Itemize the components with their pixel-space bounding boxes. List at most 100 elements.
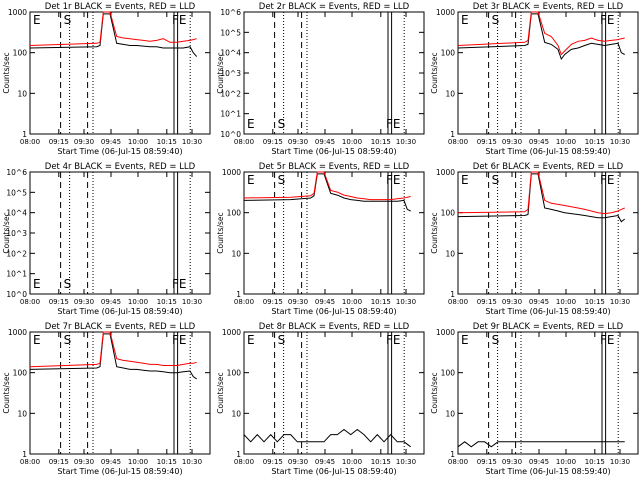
x-tick-label: 10:00 bbox=[556, 298, 576, 306]
chart-panel-1: Det 1r BLACK = Events, RED = LLD 1 10 100 10… bbox=[2, 2, 211, 156]
x-tick-label: 10:15 bbox=[371, 138, 391, 146]
event-marker-label: E bbox=[33, 333, 41, 347]
y-tick-label: 10^1 bbox=[220, 110, 241, 119]
x-tick-label: 08:00 bbox=[448, 298, 468, 306]
y-tick-label: 10^4 bbox=[220, 49, 241, 58]
plot-frame bbox=[243, 171, 425, 295]
x-tick-label: 09:45 bbox=[529, 138, 549, 146]
x-tick-label: 10:15 bbox=[157, 458, 177, 466]
x-tick-label: 08:00 bbox=[234, 298, 254, 306]
series-line bbox=[457, 13, 625, 61]
x-tick-label: 09:15 bbox=[263, 298, 283, 306]
y-tick-label: 1 bbox=[450, 450, 455, 459]
event-marker-label: FE bbox=[386, 333, 400, 347]
event-marker-label: S bbox=[278, 333, 286, 347]
y-tick-label: 1000 bbox=[8, 8, 27, 17]
chart-title: Det 1r BLACK = Events, RED = LLD bbox=[45, 2, 196, 12]
y-tick-label: 100 bbox=[13, 369, 28, 378]
x-tick-label: 10:15 bbox=[585, 298, 605, 306]
y-axis-label: Counts/sec bbox=[430, 372, 439, 413]
y-tick-label: 10 bbox=[231, 409, 241, 418]
y-tick-label: 1 bbox=[450, 290, 455, 299]
chart-title: Det 3r BLACK = Events, RED = LLD bbox=[473, 2, 624, 12]
y-tick-label: 1 bbox=[236, 450, 241, 459]
chart-panel-6: Det 6r BLACK = Events, RED = LLD 1 10 100 10… bbox=[430, 162, 639, 316]
x-axis-label: Start Time (06-Jul-15 08:59:40) bbox=[57, 467, 182, 476]
y-tick-label: 1000 bbox=[222, 328, 241, 337]
x-axis-label: Start Time (06-Jul-15 08:59:40) bbox=[57, 307, 182, 316]
x-tick-label: 10:00 bbox=[128, 298, 148, 306]
event-marker-label: E bbox=[33, 277, 41, 291]
series-line bbox=[243, 428, 411, 448]
chart-title: Det 4r BLACK = Events, RED = LLD bbox=[45, 162, 196, 172]
x-tick-label: 08:00 bbox=[234, 138, 254, 146]
event-marker-label: E bbox=[461, 173, 469, 187]
y-tick-label: 10^5 bbox=[220, 28, 241, 37]
y-tick-label: 100 bbox=[227, 209, 242, 218]
y-tick-label: 10^5 bbox=[6, 188, 27, 197]
x-tick-label: 10:00 bbox=[342, 298, 362, 306]
x-tick-label: 10:15 bbox=[371, 298, 391, 306]
chart-title: Det 9r BLACK = Events, RED = LLD bbox=[473, 322, 624, 332]
y-axis-label: Counts/sec bbox=[216, 372, 225, 413]
chart-panel-3: Det 3r BLACK = Events, RED = LLD 1 10 100 10… bbox=[430, 2, 639, 156]
y-axis-label: Counts/sec bbox=[430, 212, 439, 253]
x-tick-label: 10:30 bbox=[396, 458, 416, 466]
event-marker-label: E bbox=[247, 173, 255, 187]
x-tick-label: 09:15 bbox=[477, 298, 497, 306]
y-tick-label: 10^3 bbox=[220, 69, 241, 78]
x-tick-label: 10:00 bbox=[556, 458, 576, 466]
y-tick-label: 10^0 bbox=[6, 290, 27, 299]
chart-title: Det 5r BLACK = Events, RED = LLD bbox=[259, 162, 410, 172]
x-tick-label: 09:30 bbox=[288, 298, 308, 306]
chart-title: Det 7r BLACK = Events, RED = LLD bbox=[45, 322, 196, 332]
y-tick-label: 10^2 bbox=[6, 249, 27, 258]
series-line bbox=[243, 171, 411, 201]
y-tick-label: 1 bbox=[450, 130, 455, 139]
y-tick-label: 10^1 bbox=[6, 270, 27, 279]
x-tick-label: 09:30 bbox=[74, 298, 94, 306]
x-tick-label: 09:30 bbox=[288, 138, 308, 146]
event-marker-label: S bbox=[64, 13, 72, 27]
x-tick-label: 10:30 bbox=[396, 298, 416, 306]
x-axis-label: Start Time (06-Jul-15 08:59:40) bbox=[485, 307, 610, 316]
x-tick-label: 08:00 bbox=[20, 458, 40, 466]
chart-panel-8: Det 8r BLACK = Events, RED = LLD 1 10 100 10… bbox=[216, 322, 425, 476]
chart-panel-9: Det 9r BLACK = Events, RED = LLD 1 10 100 10… bbox=[430, 322, 639, 476]
plot-frame bbox=[457, 331, 639, 455]
x-tick-label: 09:30 bbox=[502, 138, 522, 146]
event-marker-label: E bbox=[247, 117, 255, 131]
y-tick-label: 1000 bbox=[436, 328, 455, 337]
event-marker-label: FE bbox=[386, 173, 400, 187]
plot-frame bbox=[29, 331, 211, 455]
x-tick-label: 09:15 bbox=[477, 138, 497, 146]
chart-panel-5: Det 5r BLACK = Events, RED = LLD 1 10 100 10… bbox=[216, 162, 425, 316]
x-tick-label: 09:30 bbox=[74, 138, 94, 146]
event-marker-label: E bbox=[461, 13, 469, 27]
x-tick-label: 08:00 bbox=[448, 458, 468, 466]
y-axis-label: Counts/sec bbox=[216, 52, 225, 93]
event-marker-label: FE bbox=[600, 333, 614, 347]
plot-frame bbox=[457, 11, 639, 135]
x-tick-label: 09:15 bbox=[263, 458, 283, 466]
x-tick-label: 10:15 bbox=[585, 138, 605, 146]
x-tick-label: 10:00 bbox=[128, 138, 148, 146]
x-axis-label: Start Time (06-Jul-15 08:59:40) bbox=[57, 147, 182, 156]
y-tick-label: 100 bbox=[441, 49, 456, 58]
y-tick-label: 10^4 bbox=[6, 209, 27, 218]
y-axis-label: Counts/sec bbox=[2, 372, 11, 413]
x-tick-label: 09:30 bbox=[74, 458, 94, 466]
x-axis-label: Start Time (06-Jul-15 08:59:40) bbox=[271, 467, 396, 476]
x-tick-label: 10:00 bbox=[342, 458, 362, 466]
x-tick-label: 09:30 bbox=[502, 458, 522, 466]
x-axis-label: Start Time (06-Jul-15 08:59:40) bbox=[271, 307, 396, 316]
event-marker-label: FE bbox=[386, 117, 400, 131]
x-tick-label: 09:45 bbox=[315, 138, 335, 146]
x-tick-label: 08:00 bbox=[448, 138, 468, 146]
chart-panel-2: Det 2r BLACK = Events, RED = LLD 10^0 10^1… bbox=[216, 2, 425, 156]
event-marker-label: FE bbox=[172, 277, 186, 291]
x-tick-label: 10:30 bbox=[182, 298, 202, 306]
x-tick-label: 10:30 bbox=[610, 458, 630, 466]
chart-title: Det 2r BLACK = Events, RED = LLD bbox=[259, 2, 410, 12]
event-marker-label: S bbox=[64, 333, 72, 347]
